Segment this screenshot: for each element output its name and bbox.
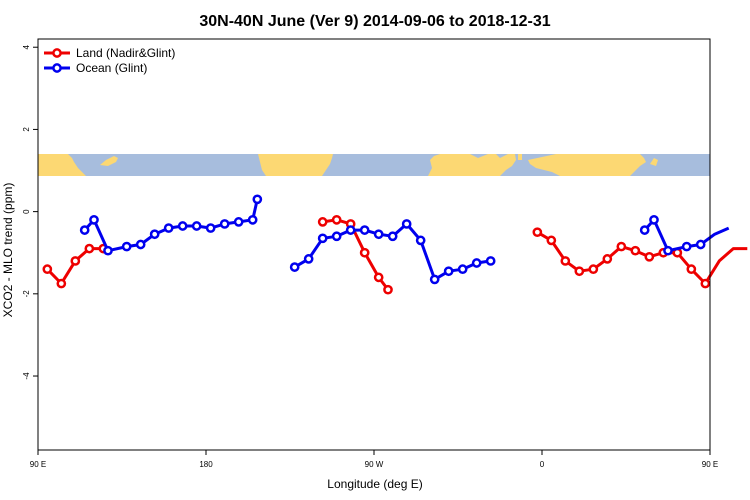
data-point bbox=[56, 278, 67, 289]
data-point bbox=[233, 217, 244, 227]
data-point bbox=[331, 231, 342, 242]
data-point bbox=[443, 266, 454, 277]
data-point bbox=[649, 214, 659, 225]
y-tick-label: 2 bbox=[22, 127, 31, 132]
data-point bbox=[42, 264, 53, 275]
data-point bbox=[205, 223, 216, 233]
data-point bbox=[383, 284, 393, 295]
y-axis: 4 2 0 -2 -4 bbox=[22, 44, 38, 380]
y-tick-label: 4 bbox=[22, 44, 31, 49]
data-point bbox=[177, 221, 188, 231]
data-point bbox=[331, 214, 342, 225]
series-1 bbox=[79, 194, 730, 285]
data-point bbox=[630, 245, 641, 256]
data-point bbox=[89, 214, 99, 225]
x-axis: 90 E 180 90 W 0 90 E bbox=[30, 450, 718, 469]
y-axis-label: XCO2 - MLO trend (ppm) bbox=[1, 183, 15, 318]
data-point bbox=[70, 256, 81, 266]
data-point bbox=[532, 227, 543, 238]
x-tick-label: 180 bbox=[199, 460, 213, 469]
data-point bbox=[303, 254, 314, 264]
map-land-3 bbox=[428, 154, 516, 176]
data-point bbox=[149, 229, 160, 240]
data-point bbox=[163, 223, 174, 233]
series-line bbox=[536, 230, 748, 285]
data-point bbox=[359, 247, 370, 258]
data-point bbox=[485, 256, 496, 266]
x-tick-label: 90 W bbox=[365, 460, 384, 469]
data-point bbox=[546, 235, 557, 246]
data-point bbox=[79, 225, 90, 235]
data-point bbox=[219, 219, 230, 229]
data-point bbox=[415, 235, 426, 246]
map-land-0 bbox=[38, 154, 86, 176]
series-0 bbox=[42, 214, 748, 295]
map-land-5 bbox=[528, 154, 646, 176]
data-point bbox=[695, 239, 706, 250]
y-tick-label: 0 bbox=[22, 209, 31, 214]
chart-title: 30N-40N June (Ver 9) 2014-09-06 to 2018-… bbox=[199, 13, 550, 30]
data-point bbox=[401, 219, 412, 229]
data-point bbox=[191, 221, 202, 231]
data-point bbox=[588, 264, 599, 275]
data-point bbox=[121, 241, 132, 252]
legend-swatch-marker bbox=[52, 63, 62, 73]
data-point bbox=[429, 274, 440, 285]
data-point bbox=[103, 245, 113, 256]
data-point bbox=[373, 229, 384, 240]
legend-label: Land (Nadir&Glint) bbox=[76, 46, 175, 60]
data-point bbox=[616, 241, 627, 252]
map-land-2 bbox=[258, 154, 333, 176]
data-point bbox=[560, 256, 571, 266]
plot-frame bbox=[37, 38, 711, 451]
legend-swatch-marker bbox=[52, 48, 62, 58]
x-tick-label: 90 E bbox=[702, 460, 718, 469]
legend-item: Land (Nadir&Glint) bbox=[44, 46, 175, 60]
data-point bbox=[135, 239, 146, 250]
x-tick-label: 0 bbox=[540, 460, 545, 469]
data-point bbox=[644, 251, 655, 262]
data-point bbox=[84, 243, 95, 254]
data-point bbox=[681, 241, 692, 252]
data-point bbox=[663, 245, 673, 256]
data-point bbox=[457, 264, 468, 275]
data-point bbox=[289, 262, 300, 272]
legend: Land (Nadir&Glint)Ocean (Glint) bbox=[44, 46, 175, 75]
map-land-1 bbox=[100, 156, 118, 166]
data-point bbox=[247, 214, 258, 225]
data-point bbox=[345, 225, 356, 235]
series-line bbox=[46, 247, 104, 285]
legend-item: Ocean (Glint) bbox=[44, 61, 147, 75]
legend-label: Ocean (Glint) bbox=[76, 61, 147, 75]
data-point bbox=[602, 254, 613, 264]
data-point bbox=[471, 258, 482, 268]
map-land-6 bbox=[650, 158, 658, 166]
data-point bbox=[373, 272, 384, 283]
data-point bbox=[317, 217, 328, 227]
data-point bbox=[359, 225, 370, 235]
data-point bbox=[387, 231, 398, 242]
series-layer bbox=[42, 194, 748, 295]
data-point bbox=[639, 225, 650, 235]
map-strip bbox=[38, 154, 710, 176]
data-point bbox=[252, 194, 263, 205]
x-axis-label: Longitude (deg E) bbox=[327, 477, 422, 491]
y-tick-label: -2 bbox=[22, 290, 31, 298]
data-point bbox=[686, 264, 697, 275]
x-tick-label: 90 E bbox=[30, 460, 46, 469]
data-point bbox=[574, 266, 585, 277]
y-tick-label: -4 bbox=[22, 372, 31, 380]
data-point bbox=[700, 278, 711, 289]
map-land-4 bbox=[518, 154, 522, 160]
data-point bbox=[317, 233, 328, 244]
